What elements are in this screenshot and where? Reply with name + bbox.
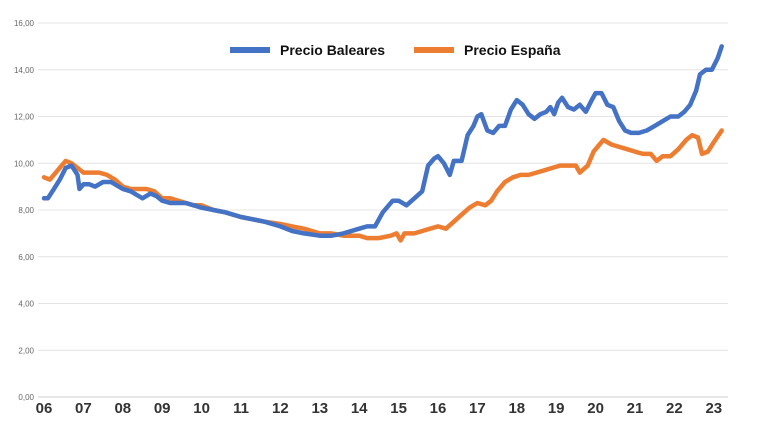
x-tick-label: 22 [666,400,683,417]
y-tick-label: 14,00 [14,66,35,75]
y-tick-label: 12,00 [14,113,35,122]
legend: Precio Baleares Precio España [230,42,561,58]
y-axis-ticks: 0,00 2,00 4,00 6,00 8,00 10,00 12,00 14,00 16,00 [14,19,35,402]
x-tick-label: 14 [351,400,368,417]
x-tick-label: 15 [390,400,407,417]
x-tick-label: 23 [705,400,722,417]
series-line-espana [41,128,724,243]
y-tick-label: 2,00 [18,346,34,355]
x-tick-label: 16 [430,400,447,417]
x-tick-label: 20 [587,400,604,417]
y-tick-label: 6,00 [18,253,34,262]
legend-label-baleares: Precio Baleares [280,42,385,58]
series-line-baleares [41,44,724,238]
gridlines [38,22,728,351]
y-tick-label: 8,00 [18,206,34,215]
x-tick-label: 10 [193,400,210,417]
x-tick-label: 19 [548,400,565,417]
x-tick-label: 12 [272,400,289,417]
legend-label-espana: Precio España [464,42,561,58]
y-tick-label: 16,00 [14,19,35,28]
x-axis-ticks: 06 07 08 09 10 11 12 13 14 15 16 17 18 19 20 21 22 23 [36,400,722,417]
x-tick-label: 11 [233,400,249,417]
series-lines [41,44,724,243]
x-tick-label: 17 [469,400,486,417]
x-tick-label: 09 [154,400,171,417]
x-tick-label: 08 [114,400,131,417]
x-tick-label: 07 [75,400,92,417]
x-tick-label: 21 [627,400,644,417]
y-tick-label: 10,00 [14,159,35,168]
y-tick-label: 4,00 [18,300,34,309]
y-tick-label: 0,00 [18,393,34,402]
x-tick-label: 13 [311,400,328,417]
x-tick-label: 18 [508,400,525,417]
x-tick-label: 06 [36,400,53,417]
